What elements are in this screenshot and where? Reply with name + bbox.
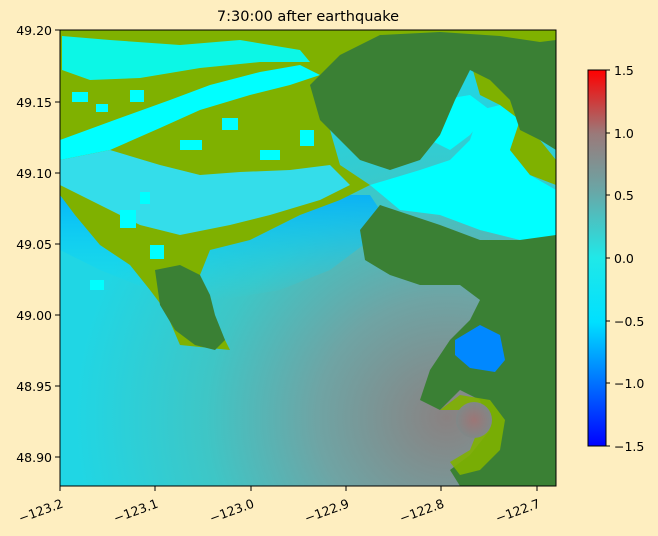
wet-lowland-east [370,105,556,240]
y-tick-label: 49.15 [16,95,52,110]
y-tick-label: 49.20 [16,23,52,38]
x-tick-label: −122.7 [493,496,542,526]
map-frame [59,29,557,487]
tide-anomaly [456,402,492,438]
uplands-northeast [310,32,556,170]
colorbar-tick-label: 1.5 [614,63,634,78]
y-tick-label: 49.10 [16,166,52,181]
flooded-field-north [62,36,310,80]
colorbar-tick-label: 1.0 [614,126,634,141]
x-tick-label: −123.0 [207,496,256,526]
x-tick-label: −122.9 [302,496,351,526]
y-axis: 49.20 49.15 49.10 49.05 49.00 48.95 48.9… [16,23,60,465]
colorbar-tick-label: 0.5 [614,188,634,203]
y-tick-label: 49.00 [16,308,52,323]
y-tick-label: 48.90 [16,450,52,465]
map-plot [60,30,556,486]
colorbar-tick-label: −0.5 [614,314,644,329]
flood-patches [72,90,314,290]
colorbar-gradient [587,69,607,447]
map-title: 7:30:00 after earthquake [217,9,399,25]
river-channel [60,65,320,160]
colorbar-tick-label: −1.0 [614,376,644,391]
peninsula-tsawwassen [155,265,225,350]
y-tick-label: 48.95 [16,379,52,394]
lowland-east-fringe [470,60,556,185]
x-tick-label: −123.1 [111,496,160,526]
x-axis: −123.2 −123.1 −123.0 −122.9 −122.8 −122.… [16,486,542,526]
bay-southeast [455,325,505,372]
y-tick-label: 49.05 [16,237,52,252]
x-tick-label: −122.8 [397,496,446,526]
colorbar-tick-label: 0.0 [614,251,634,266]
x-tick-label: −123.2 [16,496,65,526]
colorbar: 1.5 1.0 0.5 0.0 −0.5 −1.0 −1.5 [587,63,644,454]
colorbar-tick-label: −1.5 [614,439,644,454]
